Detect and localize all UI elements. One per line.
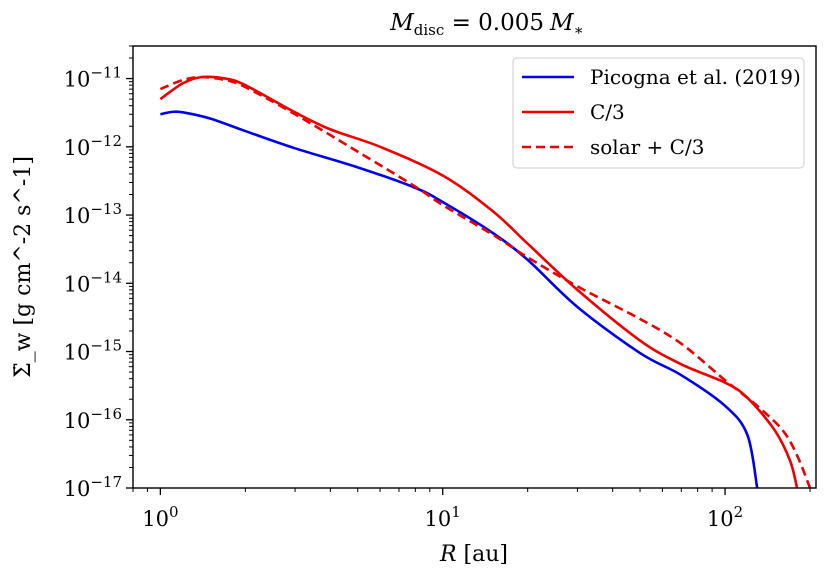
x-tick-label: 101 [425, 503, 461, 531]
y-tick-label: 10−16 [64, 405, 122, 433]
y-tick-label: 10−11 [64, 64, 122, 92]
y-tick-label: 10−14 [64, 268, 122, 296]
x-tick-label: 100 [142, 503, 178, 531]
legend-box [512, 57, 805, 169]
y-minor-ticks [129, 45, 133, 468]
legend-label-solar-c3: solar + C/3 [590, 135, 704, 159]
chart-title: Mdisc = 0.005 M∗ [389, 10, 584, 39]
series-line-picogna [160, 110, 759, 488]
y-tick-label: 10−13 [64, 200, 122, 228]
plot-frame [132, 45, 817, 489]
legend: Picogna et al. (2019) C/3 solar + C/3 [512, 57, 805, 169]
x-major-ticks [159, 488, 726, 495]
x-tick-label: 102 [707, 503, 743, 531]
y-tick-label: 10−17 [64, 473, 122, 501]
series-line-solar-c3 [159, 75, 812, 488]
x-axis-label: R [au] [439, 542, 508, 567]
legend-label-c3: C/3 [590, 100, 625, 124]
y-axis-label: Σ̇_w [g cm^-2 s^-1] [11, 156, 36, 378]
legend-label-picogna: Picogna et al. (2019) [590, 65, 801, 89]
y-tick-label: 10−15 [64, 337, 122, 365]
y-tick-label: 10−12 [64, 132, 122, 160]
y-major-ticks [126, 77, 133, 489]
x-minor-ticks [132, 488, 811, 492]
